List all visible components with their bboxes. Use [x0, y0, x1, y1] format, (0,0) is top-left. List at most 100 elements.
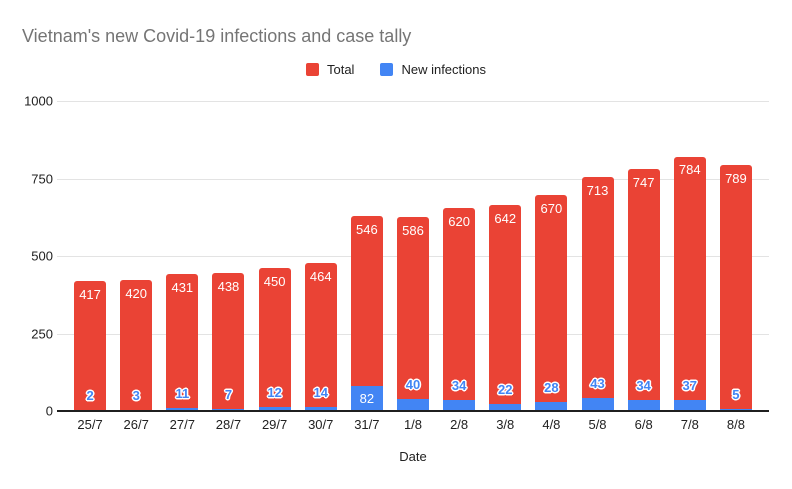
bar-label-new: 43: [590, 375, 605, 391]
bar-segment-total: [350, 216, 383, 386]
bar-segment-total: [258, 267, 291, 408]
bar-25-7: [74, 281, 107, 411]
x-axis: 25/7 26/7 27/7 28/7 29/7 30/7 31/7 1/8 2/8 3/8 4/8…: [67, 417, 759, 433]
x-tick-label: 28/7: [215, 417, 242, 432]
bar-label-total: 747: [632, 174, 655, 190]
legend-label: Total: [326, 62, 355, 77]
y-tick-label: 750: [31, 171, 53, 186]
bar-label-total: 586: [402, 222, 424, 238]
bar-slot: 420 3: [113, 101, 159, 411]
bar-slot: 670 28: [528, 101, 574, 411]
bar-label-total: 784: [678, 162, 701, 178]
bar-label-new: 82: [359, 391, 375, 407]
bar-label-total: 546: [356, 222, 378, 238]
bar-29-7: [258, 267, 291, 411]
gridline: [57, 101, 769, 102]
bar-segment-total: [304, 262, 337, 407]
bar-1-8: [396, 216, 429, 411]
bar-slot: 620 34: [436, 101, 482, 411]
bar-label-new: 2: [86, 388, 94, 403]
bar-segment-total: [166, 273, 199, 408]
x-tick-label: 5/8: [588, 417, 607, 432]
bar-segment-new: [212, 408, 245, 411]
bar-2-8: [443, 208, 476, 411]
bar-label-new: 40: [405, 376, 421, 392]
bar-label-total: 789: [725, 170, 747, 186]
y-tick-label: 0: [45, 403, 53, 419]
bar-3-8: [489, 205, 522, 411]
legend-label: New infections: [401, 62, 486, 77]
bar-slot: 431 11: [159, 101, 205, 411]
bar-slot: 789 5: [713, 101, 759, 411]
x-tick-label: 30/7: [308, 417, 334, 432]
bar-31-7: [350, 216, 383, 411]
y-tick-label: 1000: [24, 93, 53, 109]
bar-segment-total: [396, 216, 429, 399]
bar-segment-new: [350, 385, 383, 411]
x-tick-label: 2/8: [450, 417, 469, 432]
x-tick-label: 8/8: [726, 417, 745, 432]
bar-segment-total: [627, 168, 660, 401]
bar-slot: 747 34: [621, 101, 667, 411]
bar-segment-total: [673, 156, 706, 400]
bar-slot: 450 12: [252, 101, 298, 411]
bar-slot: 464 14: [298, 101, 344, 411]
bar-8-8: [719, 164, 752, 411]
bar-27-7: [166, 273, 199, 411]
bar-28-7: [212, 273, 245, 411]
legend: Total New infections: [0, 62, 792, 77]
bar-label-new: 14: [313, 384, 328, 400]
x-tick-label: 27/7: [169, 417, 195, 432]
bar-segment-new: [489, 404, 522, 411]
y-tick-label: 500: [31, 248, 53, 264]
bar-segment-new: [443, 400, 476, 411]
bar-segment-new: [581, 397, 614, 411]
bar-slot: 713 43: [574, 101, 620, 411]
x-axis-title: Date: [399, 449, 427, 464]
bar-label-new: 3: [132, 388, 140, 403]
bar-segment-new: [627, 400, 660, 411]
chart-title: Vietnam's new Covid-19 infections and ca…: [22, 26, 412, 46]
x-tick-label: 3/8: [496, 417, 515, 432]
legend-swatch-icon: [305, 63, 319, 76]
bar-label-total: 420: [125, 285, 148, 301]
bar-label-new: 7: [224, 386, 233, 402]
bar-slot: 438 7: [205, 101, 251, 411]
bar-label-total: 450: [263, 273, 286, 289]
x-tick-label: 6/8: [634, 417, 653, 432]
bar-segment-new: [535, 402, 568, 411]
bar-segment-new: [396, 398, 429, 411]
bar-segment-new: [304, 406, 337, 411]
plot-area: 417 2 420 3 431 11 438 7 450 12 464 14 546 82 586 40 620…: [57, 101, 769, 412]
x-tick-label: 1/8: [403, 417, 423, 432]
bar-label-new: 34: [636, 378, 651, 394]
bar-label-total: 464: [309, 268, 332, 284]
bar-label-total: 713: [586, 182, 609, 198]
y-tick-label: 250: [31, 326, 53, 341]
x-tick-label: 4/8: [542, 417, 561, 432]
bar-4-8: [535, 194, 568, 411]
bar-7-8: [673, 156, 706, 411]
bar-segment-total: [719, 164, 752, 410]
bar-30-7: [304, 262, 337, 411]
bars-container: 417 2 420 3 431 11 438 7 450 12 464 14 546 82 586 40 620…: [67, 101, 759, 411]
bar-label-new: 28: [544, 380, 559, 396]
bar-5-8: [581, 176, 614, 411]
x-tick-label: 26/7: [123, 417, 149, 432]
bar-segment-total: [535, 194, 568, 403]
bar-segment-total: [74, 281, 107, 410]
bar-label-total: 417: [79, 287, 101, 303]
bar-segment-total: [443, 208, 476, 401]
bar-label-total: 620: [448, 214, 470, 230]
bar-segment-total: [120, 279, 153, 410]
bar-label-total: 431: [171, 279, 194, 295]
bar-segment-new: [258, 407, 291, 411]
bar-label-new: 37: [682, 377, 698, 393]
bar-segment-total: [581, 176, 614, 398]
bar-slot: 642 22: [482, 101, 528, 411]
bar-label-new: 12: [267, 385, 282, 401]
bar-label-new: 22: [498, 382, 513, 398]
x-tick-label: 25/7: [77, 417, 103, 432]
bar-label-total: 670: [540, 200, 563, 216]
gridline: [57, 178, 769, 180]
